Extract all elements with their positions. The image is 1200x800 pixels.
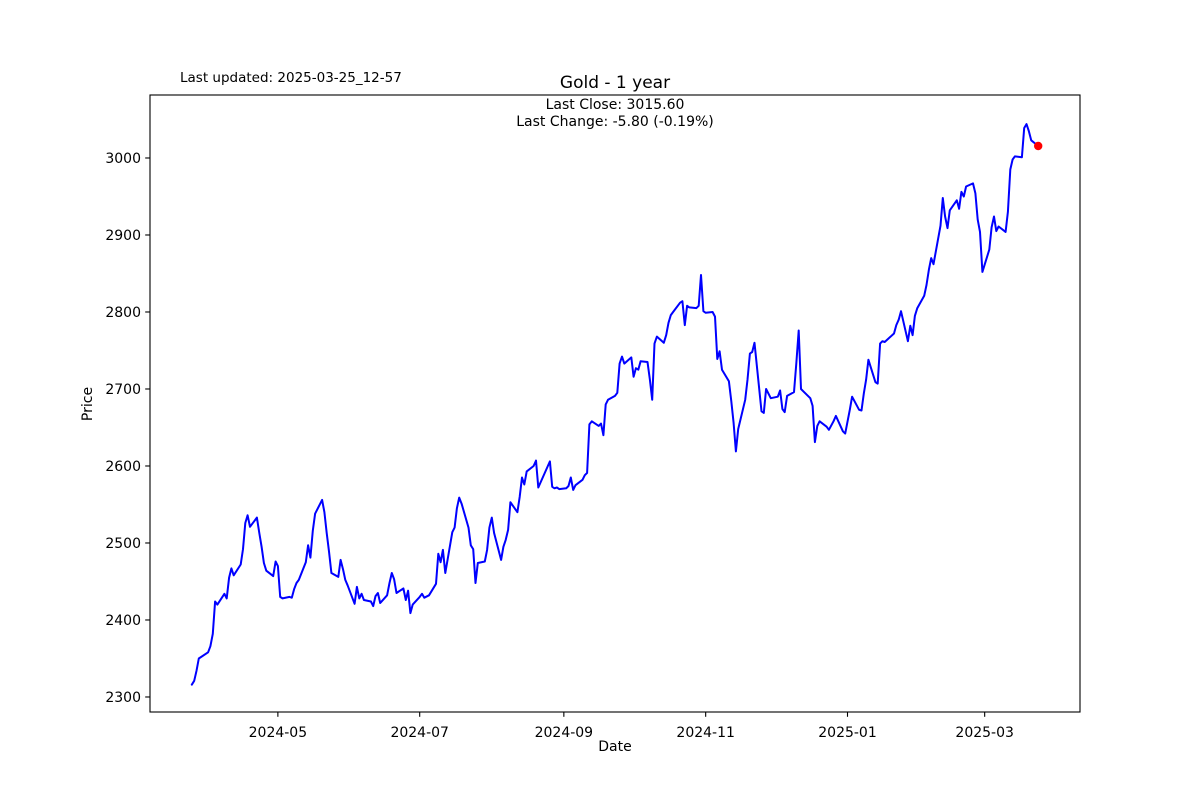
last-change-annotation: Last Change: -5.80 (-0.19%) <box>516 114 714 130</box>
y-tick-label: 2600 <box>105 459 141 475</box>
y-tick-label: 2500 <box>105 536 141 552</box>
y-tick-label: 2900 <box>105 228 141 244</box>
x-tick-label: 2024-05 <box>249 725 308 741</box>
last-close-marker <box>1034 141 1043 151</box>
x-tick-label: 2024-11 <box>676 725 735 741</box>
last-close-annotation: Last Close: 3015.60 <box>546 97 685 113</box>
y-axis-label: Price <box>80 387 96 421</box>
x-tick-label: 2024-09 <box>535 725 594 741</box>
x-tick-label: 2025-03 <box>955 725 1014 741</box>
last-updated-text: Last updated: 2025-03-25_12-57 <box>180 70 402 86</box>
y-tick-label: 2400 <box>105 613 141 629</box>
x-tick-label: 2025-01 <box>818 725 877 741</box>
chart-title: Gold - 1 year <box>560 73 670 93</box>
x-axis-label: Date <box>598 739 631 755</box>
y-tick-label: 2300 <box>105 690 141 706</box>
price-line <box>190 123 1040 686</box>
y-tick-label: 3000 <box>105 151 141 167</box>
x-tick-label: 2024-07 <box>390 725 449 741</box>
y-tick-label: 2800 <box>105 305 141 321</box>
plot-border <box>149 94 1081 713</box>
plot-area: 2024-05 2024-07 2024-09 2024-11 2025-01 2025-… <box>105 94 1081 741</box>
y-tick-label: 2700 <box>105 382 141 398</box>
